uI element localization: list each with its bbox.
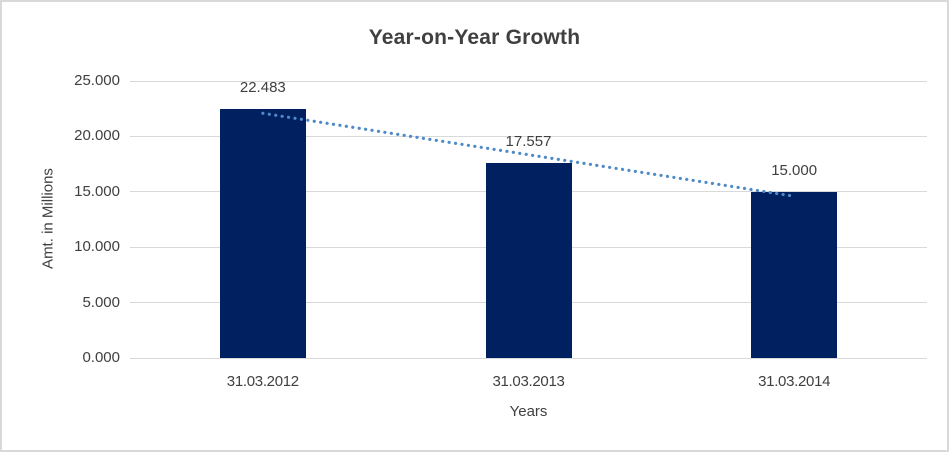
bar-data-label: 22.483 [239, 78, 286, 96]
x-axis-category-label: 31.03.2012 [226, 373, 299, 390]
plot-area [130, 80, 927, 359]
y-axis-tick-label: 15.000 [74, 182, 120, 200]
y-axis-tick-label: 5.000 [82, 293, 120, 311]
gridline [130, 357, 927, 359]
y-axis-title: Amt. in Millions [39, 168, 57, 269]
y-axis-tick-label: 0.000 [82, 349, 120, 366]
x-axis-category-label: 31.03.2013 [492, 373, 565, 390]
bar [751, 191, 838, 358]
y-axis-tick-label: 25.000 [74, 72, 120, 89]
chart-title: Year-on-Year Growth [368, 26, 581, 49]
bar-data-label: 17.557 [505, 133, 552, 151]
bar [219, 108, 306, 358]
x-axis-title: Years [509, 403, 548, 420]
bar [485, 163, 572, 358]
y-axis-tick-label: 10.000 [74, 238, 120, 256]
gridline [130, 80, 927, 82]
y-axis-tick-label: 20.000 [74, 127, 120, 145]
bar-data-label: 15.000 [771, 161, 818, 179]
x-axis-category-label: 31.03.2014 [758, 373, 831, 390]
